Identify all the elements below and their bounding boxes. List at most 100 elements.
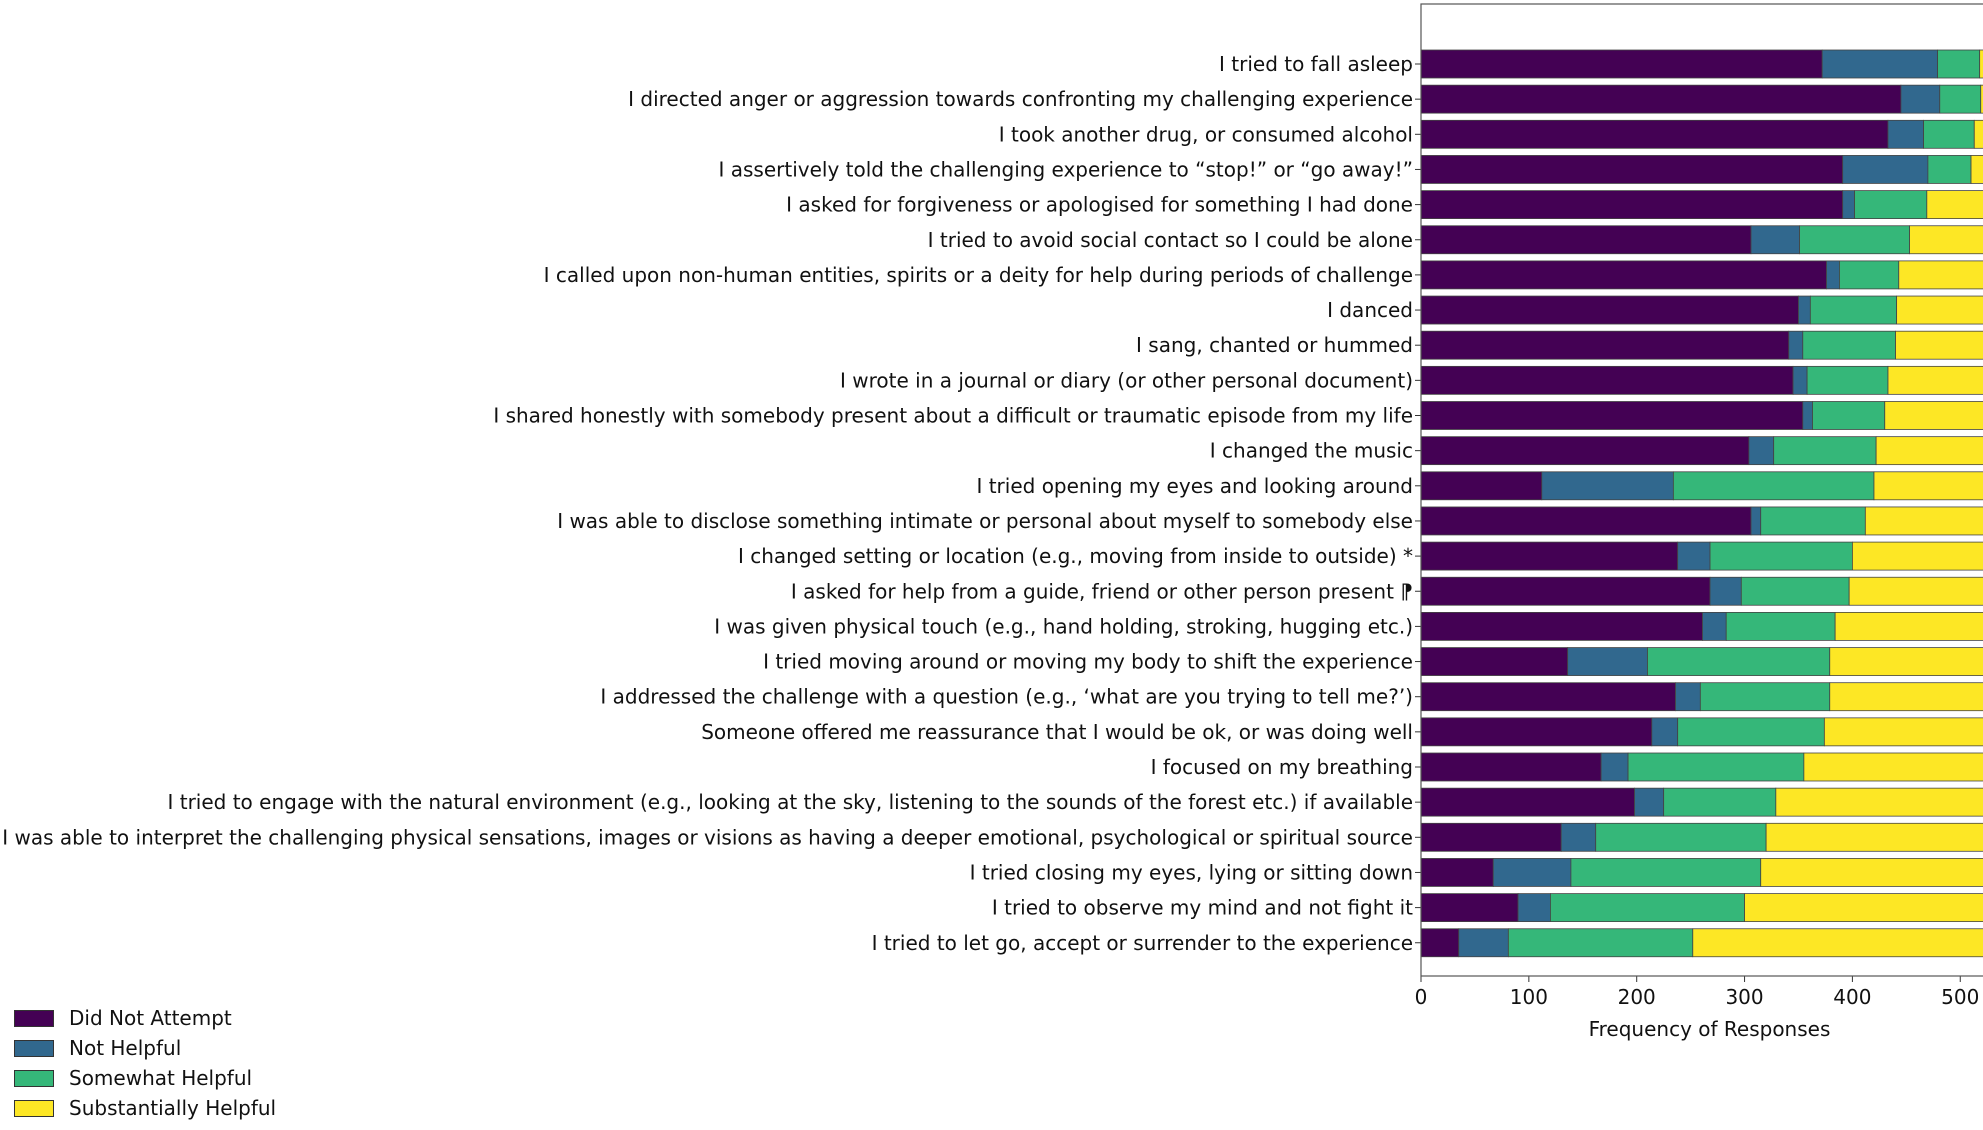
bar-segment [1799, 225, 1910, 255]
bar-segment [1829, 682, 1983, 712]
category-label: I tried to avoid social contact so I cou… [928, 228, 1413, 252]
bar-segment [1420, 49, 1823, 79]
category-label: Someone offered me reassurance that I wo… [701, 720, 1413, 744]
x-tick-label: 200 [1618, 985, 1656, 1009]
bar-segment [1898, 260, 1983, 290]
category-label: I tried opening my eyes and looking arou… [976, 474, 1413, 498]
bar-segment [1420, 225, 1752, 255]
bar-segment [1806, 365, 1889, 395]
category-label: I tried moving around or moving my body … [763, 650, 1413, 674]
bar-segment [1663, 787, 1777, 817]
category-label: I directed anger or aggression towards c… [628, 87, 1413, 111]
legend-item: Did Not Attempt [14, 1003, 276, 1033]
legend: Did Not Attempt Not Helpful Somewhat Helpf… [14, 1003, 276, 1123]
bar-segment [1926, 190, 1983, 220]
bar-segment [1765, 822, 1983, 852]
category-label: I changed setting or location (e.g., mov… [738, 544, 1413, 568]
bar-segment [1420, 155, 1844, 184]
bar-segment [1420, 260, 1827, 290]
legend-swatch [14, 1009, 54, 1027]
bar-segment [1939, 84, 1982, 114]
bar-segment [1634, 787, 1665, 817]
bar-segment [1420, 893, 1519, 922]
bar-segment [1420, 471, 1543, 501]
bar-segment [1970, 155, 1983, 184]
legend-label: Substantially Helpful [69, 1096, 277, 1120]
bar-segment [1826, 260, 1840, 290]
bar-segment [1788, 330, 1804, 360]
bar-segment [1627, 752, 1805, 782]
legend-item: Somewhat Helpful [14, 1063, 276, 1093]
bar-segment [1420, 717, 1653, 747]
bar-segment [1420, 858, 1494, 887]
bar-segment [1420, 506, 1752, 536]
bar-segment [1420, 190, 1844, 220]
bar-segment [1900, 84, 1941, 114]
bar-segment [1748, 436, 1775, 466]
x-tick-label: 0 [1415, 985, 1428, 1009]
bar-segment [1420, 365, 1794, 395]
bar-segment [1848, 576, 1983, 606]
bar-segment [1750, 225, 1800, 255]
bar-segment [1884, 401, 1983, 430]
plot-frame [1420, 3, 1983, 977]
legend-label: Did Not Attempt [69, 1006, 232, 1030]
bar-segment [1812, 401, 1886, 430]
bar-segment [1420, 682, 1676, 712]
bar-segment [1802, 401, 1813, 430]
bar-segment [1541, 471, 1674, 501]
bar-segment [1570, 858, 1762, 887]
bar-segment [1923, 119, 1975, 149]
bar-segment [1937, 49, 1981, 79]
bar-segment [1725, 612, 1836, 641]
legend-swatch [14, 1099, 54, 1117]
bar-segment [1821, 49, 1939, 79]
bar-segment [1927, 155, 1972, 184]
bar-segment [1709, 541, 1853, 571]
category-label: I tried closing my eyes, lying or sittin… [970, 860, 1413, 884]
bar-segment [1420, 752, 1602, 782]
x-axis: 0 100 200 300 400 500 [1415, 976, 1979, 1009]
bar-segment [1750, 506, 1762, 536]
bar-segment [1420, 401, 1804, 430]
bar-segment [1803, 752, 1983, 782]
x-tick-label: 300 [1725, 985, 1763, 1009]
bar-segment [1773, 436, 1877, 466]
bar-segment [1420, 436, 1750, 466]
bar-segment [1823, 717, 1983, 747]
bar-segment [1550, 893, 1745, 922]
category-label: I was able to disclose something intimat… [557, 509, 1413, 533]
legend-item: Substantially Helpful [14, 1093, 276, 1123]
bar-segment [1979, 49, 1983, 79]
bar-segment [1802, 330, 1896, 360]
bar-segment [1420, 576, 1711, 606]
category-label: I wrote in a journal or diary (or other … [840, 368, 1413, 392]
legend-item: Not Helpful [14, 1033, 276, 1063]
category-label: I took another drug, or consumed alcohol [999, 122, 1413, 146]
bar-segment [1834, 612, 1983, 641]
x-axis-label: Frequency of Responses [1589, 1017, 1831, 1041]
category-label: I was given physical touch (e.g., hand h… [714, 614, 1413, 638]
x-tick-label: 400 [1833, 985, 1871, 1009]
bar-segment [1760, 858, 1983, 887]
bar-segment [1760, 506, 1866, 536]
bar-segment [1420, 612, 1703, 641]
x-tick-label: 500 [1941, 985, 1979, 1009]
bar-segment [1420, 787, 1635, 817]
bar-segment [1829, 647, 1983, 676]
bar-segment [1517, 893, 1551, 922]
bar-segment [1692, 928, 1983, 958]
bar-segment [1909, 225, 1983, 255]
category-labels: I tried to fall asleep I directed anger o… [2, 52, 1421, 955]
bar-segment [1420, 330, 1790, 360]
bar-segment [1839, 260, 1900, 290]
bar-segment [1852, 541, 1983, 571]
category-label: I asked for help from a guide, friend or… [791, 579, 1413, 603]
bar-segment [1709, 576, 1742, 606]
bar-segment [1595, 822, 1767, 852]
bar-segment [1744, 893, 1983, 922]
bar-segment [1651, 717, 1679, 747]
legend-swatch [14, 1039, 54, 1057]
bar-segment [1809, 295, 1898, 325]
bar-segment [1458, 928, 1509, 958]
